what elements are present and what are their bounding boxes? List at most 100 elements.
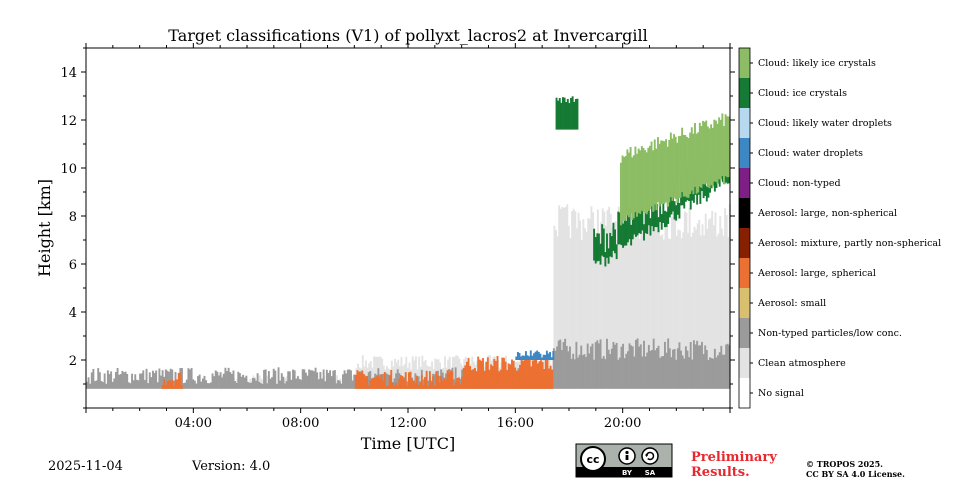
data-cell	[688, 357, 691, 389]
x-tick-label: 12:00	[389, 416, 426, 431]
data-cell	[515, 356, 518, 360]
data-cell	[678, 342, 681, 389]
data-cell	[259, 383, 262, 389]
data-cell	[570, 97, 572, 130]
data-cell	[340, 383, 343, 389]
data-cell	[687, 137, 690, 198]
data-cell	[536, 363, 539, 389]
data-cell	[467, 357, 470, 389]
data-cell	[408, 372, 410, 389]
data-cell	[711, 127, 714, 188]
data-cell	[622, 343, 625, 389]
data-cell	[255, 380, 257, 389]
data-cell	[391, 382, 394, 389]
data-cell	[148, 372, 151, 389]
data-cell	[427, 386, 430, 389]
data-cell	[636, 338, 639, 389]
data-cell	[624, 155, 627, 220]
data-cell	[596, 233, 599, 262]
data-cell	[277, 367, 280, 389]
data-cell	[703, 235, 706, 389]
legend-swatch	[739, 348, 750, 378]
data-cell	[512, 361, 515, 389]
data-cell	[725, 344, 728, 389]
data-cell	[552, 348, 555, 389]
data-cell	[493, 359, 496, 389]
data-cell	[640, 146, 643, 211]
data-cell	[725, 215, 728, 389]
data-cell	[670, 216, 673, 389]
data-cell	[317, 379, 320, 389]
data-cell	[490, 364, 493, 389]
data-cell	[385, 373, 388, 389]
data-cell	[145, 368, 148, 389]
data-cell	[683, 358, 686, 389]
data-cell	[425, 370, 428, 389]
data-cell	[242, 374, 245, 389]
data-cell	[619, 162, 622, 226]
data-cell	[653, 139, 656, 205]
data-cell	[563, 97, 566, 130]
data-cell	[208, 383, 211, 389]
data-cell	[523, 358, 526, 389]
data-cell	[684, 135, 687, 197]
data-cell	[314, 367, 317, 389]
data-cell	[123, 372, 125, 389]
data-cell	[137, 380, 140, 389]
data-cell	[629, 212, 632, 389]
data-cell	[723, 354, 726, 389]
data-cell	[377, 375, 380, 389]
data-cell	[434, 358, 437, 389]
data-cell	[604, 359, 607, 389]
data-cell	[724, 208, 727, 389]
data-cell	[669, 132, 672, 198]
data-cell	[620, 215, 623, 246]
data-cell	[292, 369, 294, 389]
data-cell	[266, 383, 269, 389]
legend-swatch	[739, 228, 750, 258]
data-cell	[676, 192, 679, 215]
data-cell	[658, 143, 661, 207]
data-cell	[583, 354, 586, 389]
data-cell	[237, 371, 240, 389]
data-cell	[677, 229, 680, 389]
data-cell	[606, 233, 608, 258]
data-cell	[439, 362, 442, 389]
data-cell	[256, 373, 259, 389]
data-cell	[322, 369, 325, 389]
data-cell	[282, 376, 285, 389]
data-cell	[656, 226, 659, 389]
data-cell	[689, 132, 692, 195]
data-cell	[370, 378, 373, 389]
data-cell	[449, 370, 452, 389]
data-cell	[639, 150, 642, 214]
data-cell	[169, 368, 172, 389]
data-cell	[611, 227, 614, 389]
data-cell	[727, 237, 730, 389]
data-cell	[699, 235, 702, 389]
data-cell	[201, 378, 204, 389]
data-cell	[670, 357, 673, 389]
data-cell	[381, 358, 384, 389]
y-tick-label: 8	[69, 210, 77, 225]
data-cell	[588, 353, 591, 389]
data-cell	[448, 372, 451, 389]
data-cell	[422, 385, 425, 389]
data-cell	[105, 383, 108, 389]
data-cell	[527, 357, 530, 389]
data-cell	[667, 238, 670, 389]
data-cell	[587, 218, 590, 389]
data-cell	[179, 372, 182, 389]
data-cell	[296, 376, 299, 389]
copyright-line1: © TROPOS 2025.	[806, 459, 883, 469]
data-cell	[271, 377, 274, 389]
data-cell	[643, 224, 645, 241]
data-cell	[504, 361, 507, 389]
data-cell	[529, 350, 532, 360]
data-cell	[400, 356, 403, 389]
data-cell	[453, 379, 455, 389]
data-cell	[431, 361, 433, 389]
data-cell	[469, 366, 472, 389]
data-cell	[554, 350, 557, 389]
data-cell	[388, 375, 391, 389]
